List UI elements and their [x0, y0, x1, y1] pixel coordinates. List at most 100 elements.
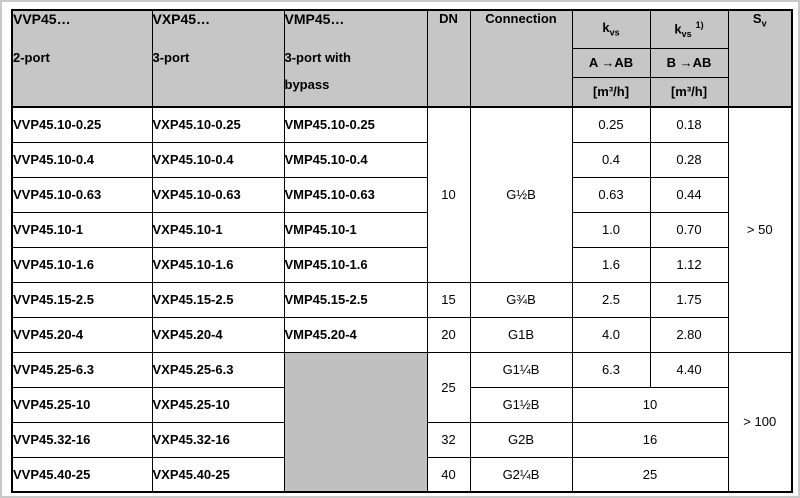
- kvs-a-value: 1.6: [571, 246, 651, 283]
- dn-value: 20: [426, 316, 471, 353]
- kvs-b-value: 0.18: [649, 106, 729, 143]
- connection-value: G1B: [469, 316, 573, 353]
- kvs-b-value: 0.44: [649, 176, 729, 213]
- kvs-a-value: 0.4: [571, 141, 651, 178]
- header-kvs-b-unit: [m³/h]: [649, 76, 729, 108]
- kvs-merged-value: 16: [571, 421, 729, 458]
- vxp-type: VXP45.15-2.5: [151, 281, 285, 318]
- connection-value: G2¼B: [469, 456, 573, 493]
- table-row: VVP45.10-0.25 VXP45.10-0.25 VMP45.10-0.2…: [11, 106, 793, 353]
- header-vmp45: VMP45… 3-port with bypass: [283, 9, 428, 108]
- vxp-type: VXP45.25-10: [151, 386, 285, 423]
- vvp-type: VVP45.10-1.6: [11, 246, 153, 283]
- kvs-b-value: 0.70: [649, 211, 729, 248]
- table-row: VVP45.25-6.3 VXP45.25-6.3 25 G1¼B 6.3 4.…: [11, 351, 793, 493]
- kvs-b-k: k: [674, 21, 682, 37]
- connection-value: G½B: [469, 106, 573, 283]
- kvs-merged-value: 10: [571, 386, 729, 423]
- table-row: VVP45.10-1 VXP45.10-1 VMP45.10-1 1.0 0.7…: [11, 211, 792, 248]
- header-sv: Sv: [727, 9, 793, 108]
- vmp-type: VMP45.10-0.25: [283, 106, 428, 143]
- table-row: VVP45.25-10 VXP45.25-10 G1½B 10: [11, 386, 792, 423]
- table-row: VVP45.15-2.5 VXP45.15-2.5 VMP45.15-2.5 1…: [11, 281, 792, 318]
- table-body: VVP45.10-0.25 VXP45.10-0.25 VMP45.10-0.2…: [11, 106, 793, 493]
- kvs-merged-value: 25: [571, 456, 729, 493]
- vvp-type: VVP45.25-6.3: [11, 351, 153, 388]
- vmp-type: VMP45.10-1.6: [283, 246, 428, 283]
- vxp-type: VXP45.32-16: [151, 421, 285, 458]
- vmp-type: VMP45.15-2.5: [283, 281, 428, 318]
- dn-value: 10: [426, 106, 471, 283]
- sv-symbol: S: [752, 11, 762, 26]
- kvs-b-footnote: 1): [695, 19, 704, 30]
- dn-value: 40: [426, 456, 471, 493]
- table-row: VVP45.32-16 VXP45.32-16 32 G2B 16: [11, 421, 792, 458]
- connection-value: G1½B: [469, 386, 573, 423]
- dn-value: 15: [426, 281, 471, 318]
- vmp-unavailable-cell: [283, 351, 428, 493]
- vxp-type: VXP45.10-0.25: [151, 106, 285, 143]
- header-kvs-a-symbol: kvs: [571, 9, 651, 49]
- kvs-b-value: 1.75: [649, 281, 729, 318]
- sv-sub: v: [761, 18, 767, 29]
- vxp-type: VXP45.10-1: [151, 211, 285, 248]
- header-vvp45: VVP45… 2-port: [11, 9, 153, 108]
- kvs-a-value: 2.5: [571, 281, 651, 318]
- vvp-type: VVP45.10-0.25: [11, 106, 153, 143]
- vvp-type: VVP45.10-0.63: [11, 176, 153, 213]
- vxp-type: VXP45.20-4: [151, 316, 285, 353]
- vmp45-title: VMP45…: [284, 11, 345, 27]
- sv-value: > 100: [727, 351, 793, 493]
- vvp45-title: VVP45…: [13, 11, 71, 27]
- valve-type-table: VVP45… 2-port VXP45… 3-port VMP45… 3-por…: [11, 9, 793, 493]
- vvp45-subtitle: 2-port: [13, 50, 50, 65]
- vxp-type: VXP45.10-0.63: [151, 176, 285, 213]
- connection-value: G2B: [469, 421, 573, 458]
- table-row: VVP45.40-25 VXP45.40-25 40 G2¼B 25: [11, 456, 792, 493]
- header-kvs-a-unit: [m³/h]: [571, 76, 651, 108]
- dn-value: 25: [426, 351, 471, 423]
- header-kvs-a-flow: A →AB: [571, 47, 651, 78]
- header-dn: DN: [426, 9, 471, 108]
- kvs-a-value: 0.63: [571, 176, 651, 213]
- vxp-type: VXP45.25-6.3: [151, 351, 285, 388]
- vmp45-subtitle: 3-port with bypass: [284, 50, 351, 92]
- kvs-b-value: 0.28: [649, 141, 729, 178]
- vxp-type: VXP45.10-1.6: [151, 246, 285, 283]
- header-kvs-b-flow: B →AB: [649, 47, 729, 78]
- kvs-a-k: k: [602, 20, 610, 36]
- vmp-type: VMP45.20-4: [283, 316, 428, 353]
- vxp-type: VXP45.10-0.4: [151, 141, 285, 178]
- kvs-a-value: 6.3: [571, 351, 651, 388]
- vxp45-title: VXP45…: [152, 11, 211, 27]
- kvs-b-value: 1.12: [649, 246, 729, 283]
- table-row: VVP45.10-0.63 VXP45.10-0.63 VMP45.10-0.6…: [11, 176, 792, 213]
- vvp-type: VVP45.40-25: [11, 456, 153, 493]
- table-row: VVP45.10-0.4 VXP45.10-0.4 VMP45.10-0.4 0…: [11, 141, 792, 178]
- vvp-type: VVP45.25-10: [11, 386, 153, 423]
- header-kvs-b-symbol: kvs1): [649, 9, 729, 49]
- vvp-type: VVP45.10-0.4: [11, 141, 153, 178]
- vmp-type: VMP45.10-1: [283, 211, 428, 248]
- sv-value: > 50: [727, 106, 793, 353]
- vmp-type: VMP45.10-0.4: [283, 141, 428, 178]
- kvs-b-sub: vs: [681, 28, 692, 39]
- kvs-a-value: 1.0: [571, 211, 651, 248]
- vvp-type: VVP45.15-2.5: [11, 281, 153, 318]
- vvp-type: VVP45.20-4: [11, 316, 153, 353]
- vxp45-subtitle: 3-port: [152, 50, 190, 65]
- table-row: VVP45.10-1.6 VXP45.10-1.6 VMP45.10-1.6 1…: [11, 246, 792, 283]
- vvp-type: VVP45.10-1: [11, 211, 153, 248]
- kvs-a-sub: vs: [609, 28, 620, 39]
- vxp-type: VXP45.40-25: [151, 456, 285, 493]
- vvp-type: VVP45.32-16: [11, 421, 153, 458]
- kvs-a-value: 4.0: [571, 316, 651, 353]
- vmp-type: VMP45.10-0.63: [283, 176, 428, 213]
- header-connection: Connection: [469, 9, 573, 108]
- kvs-b-value: 2.80: [649, 316, 729, 353]
- table-row: VVP45.20-4 VXP45.20-4 VMP45.20-4 20 G1B …: [11, 316, 792, 353]
- table-header: VVP45… 2-port VXP45… 3-port VMP45… 3-por…: [11, 9, 793, 108]
- kvs-b-value: 4.40: [649, 351, 729, 388]
- header-vxp45: VXP45… 3-port: [151, 9, 285, 108]
